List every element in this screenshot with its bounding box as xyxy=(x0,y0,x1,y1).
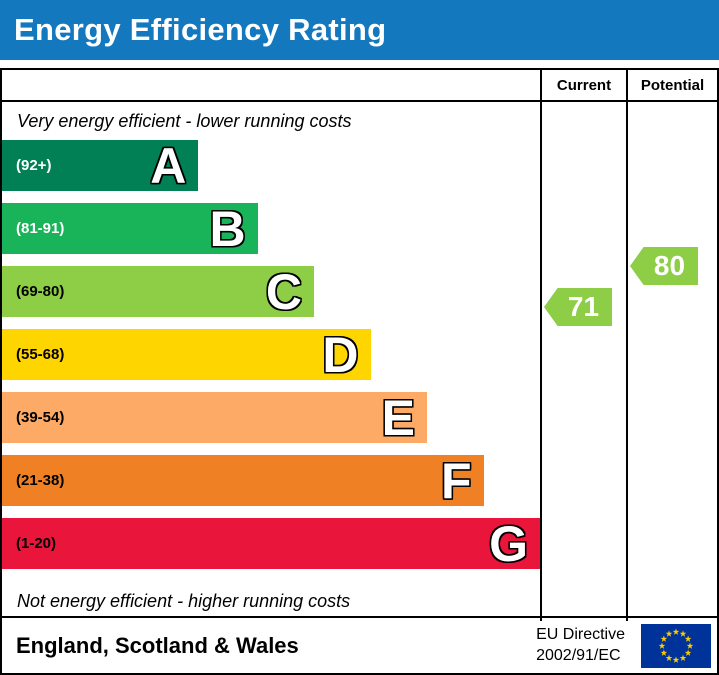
band-d: (55-68) D xyxy=(2,329,371,380)
page-title: Energy Efficiency Rating xyxy=(14,12,387,47)
epc-chart: Current Potential Very energy efficient … xyxy=(0,68,719,621)
caption-very-efficient: Very energy efficient - lower running co… xyxy=(17,110,352,131)
potential-rating-arrow: 80 xyxy=(630,247,698,285)
band-row-c: (69-80) C xyxy=(2,266,540,317)
band-e: (39-54) E xyxy=(2,389,428,446)
band-d-letter: D xyxy=(322,326,359,383)
current-rating-arrow: 71 xyxy=(544,288,612,326)
band-row-e: (39-54) E xyxy=(2,392,540,443)
bands-column: Very energy efficient - lower running co… xyxy=(2,102,542,621)
current-column: 71 xyxy=(542,102,628,621)
caption-not-efficient: Not energy efficient - higher running co… xyxy=(17,590,351,611)
band-c-letter: C xyxy=(265,263,303,320)
band-row-d: (55-68) D xyxy=(2,329,540,380)
eu-directive-line2: 2002/91/EC xyxy=(536,646,621,664)
band-g: (1-20) G xyxy=(2,518,540,569)
band-row-b: (81-91) B xyxy=(2,203,540,254)
band-c: (69-80) C xyxy=(2,263,315,320)
eu-flag-icon xyxy=(641,623,711,668)
band-a-range-label: (92+) xyxy=(16,157,52,174)
eu-directive-line1: EU Directive xyxy=(536,625,625,643)
column-header-potential: Potential xyxy=(628,70,717,102)
band-f: (21-38) F xyxy=(2,455,484,506)
band-g-range-label: (1-20) xyxy=(16,535,57,552)
band-row-a: (92+) A xyxy=(2,140,540,191)
band-e-letter: E xyxy=(381,389,416,446)
band-b: (81-91) B xyxy=(2,203,258,254)
potential-rating-value: 80 xyxy=(653,250,686,281)
band-a: (92+) A xyxy=(2,137,199,194)
band-a-letter: A xyxy=(150,137,187,194)
title-bar: Energy Efficiency Rating xyxy=(0,0,719,60)
band-row-f: (21-38) F xyxy=(2,455,540,506)
band-d-range-label: (55-68) xyxy=(16,346,65,363)
eu-directive-label: EU Directive 2002/91/EC xyxy=(536,625,625,667)
footer: England, Scotland & Wales EU Directive 2… xyxy=(0,618,719,675)
band-b-letter: B xyxy=(209,200,246,257)
column-header-current: Current xyxy=(542,70,628,102)
band-b-range-label: (81-91) xyxy=(16,220,65,237)
band-row-g: (1-20) G xyxy=(2,518,540,569)
band-g-letter: G xyxy=(489,515,528,572)
band-f-range-label: (21-38) xyxy=(16,472,65,489)
potential-column: 80 xyxy=(628,102,717,621)
chart-header-spacer xyxy=(2,70,542,102)
band-e-range-label: (39-54) xyxy=(16,409,65,426)
band-f-letter: F xyxy=(440,452,472,509)
footer-region-label: England, Scotland & Wales xyxy=(16,632,299,658)
band-c-range-label: (69-80) xyxy=(16,283,65,300)
current-rating-value: 71 xyxy=(567,291,600,322)
